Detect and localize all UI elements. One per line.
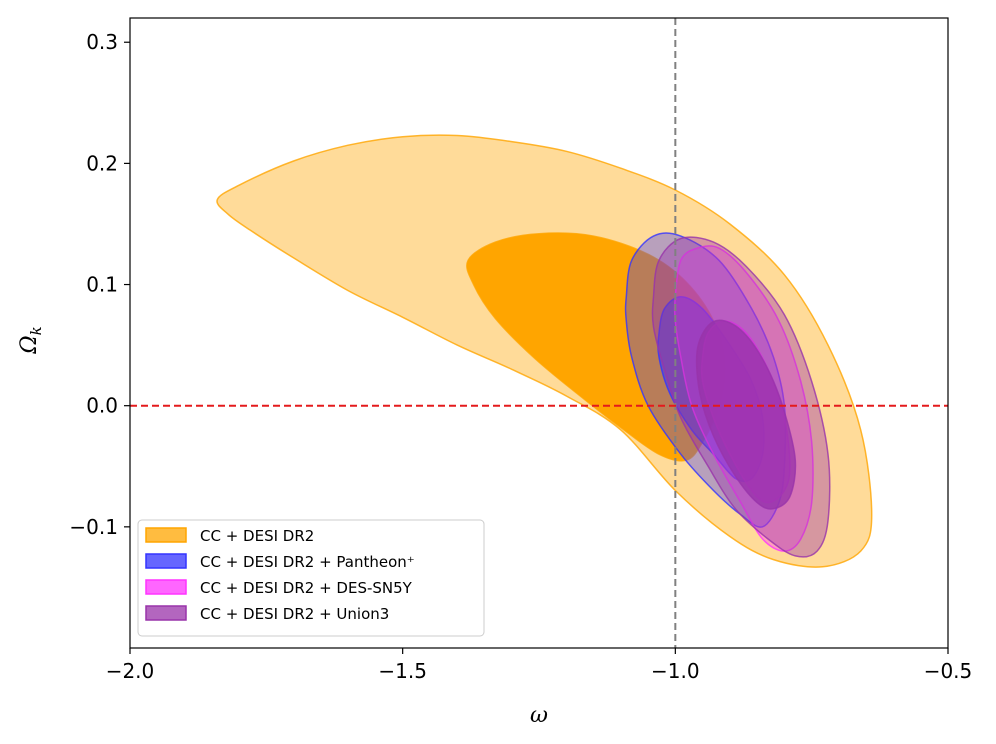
x-tick-label: −2.0 (106, 659, 155, 683)
y-tick-label: −0.1 (69, 515, 118, 539)
axis-ticks: −2.0 −1.5 −1.0 −0.5 0.3 0.2 0.1 0.0 −0.1 (69, 30, 972, 683)
reference-lines (130, 18, 948, 648)
contour-layer (216, 134, 873, 568)
y-axis-label-subscript: k (27, 326, 45, 335)
x-tick-label: −1.0 (651, 659, 700, 683)
contour-series-3-1sigma (695, 319, 797, 510)
legend-label: CC + DESI DR2 + DES-SN5Y (200, 579, 413, 597)
legend: CC + DESI DR2 CC + DESI DR2 + Pantheon⁺ CC… (137, 519, 485, 637)
x-tick-label: −1.5 (378, 659, 427, 683)
plot-frame (129, 17, 949, 649)
legend-label: CC + DESI DR2 + Pantheon⁺ (200, 553, 415, 571)
y-axis-label-main: Ω (17, 335, 42, 354)
legend-swatch (145, 605, 187, 621)
legend-swatch (145, 579, 187, 595)
x-tick-label: −0.5 (924, 659, 973, 683)
legend-swatch (145, 553, 187, 569)
x-axis-label: ω (530, 703, 548, 728)
y-tick-label: 0.1 (86, 273, 118, 297)
legend-swatch (145, 527, 187, 543)
y-tick-label: 0.0 (86, 394, 118, 418)
legend-frame (137, 519, 485, 637)
y-axis-label: Ωk (17, 326, 45, 354)
legend-label: CC + DESI DR2 (200, 527, 314, 545)
legend-label: CC + DESI DR2 + Union3 (200, 605, 389, 623)
y-tick-label: 0.3 (86, 30, 118, 54)
y-tick-label: 0.2 (86, 151, 118, 175)
